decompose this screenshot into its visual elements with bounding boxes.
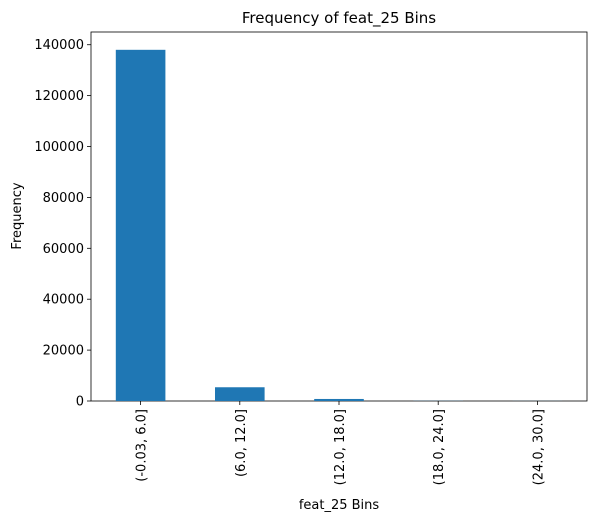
y-tick-label: 100000 — [34, 140, 84, 155]
y-tick-label: 140000 — [34, 38, 84, 53]
bar — [215, 387, 265, 401]
x-tick-label: (24.0, 30.0] — [531, 409, 546, 485]
x-tick-label: (-0.03, 6.0] — [135, 409, 150, 482]
y-tick-label: 120000 — [34, 89, 84, 104]
bar — [115, 49, 166, 402]
chart-title: Frequency of feat_25 Bins — [242, 9, 436, 28]
y-axis-label: Frequency — [10, 182, 25, 249]
y-tick-label: 0 — [76, 395, 84, 410]
x-tick-label: (18.0, 24.0] — [432, 409, 447, 485]
x-axis-label: feat_25 Bins — [299, 498, 380, 513]
y-tick-label: 20000 — [43, 344, 84, 359]
bar — [314, 398, 364, 401]
y-tick-label: 40000 — [43, 293, 84, 308]
x-tick-label: (12.0, 18.0] — [333, 409, 348, 485]
y-tick-label: 80000 — [43, 191, 84, 206]
y-tick-label: 60000 — [43, 242, 84, 257]
x-tick-label: (6.0, 12.0] — [234, 409, 249, 477]
